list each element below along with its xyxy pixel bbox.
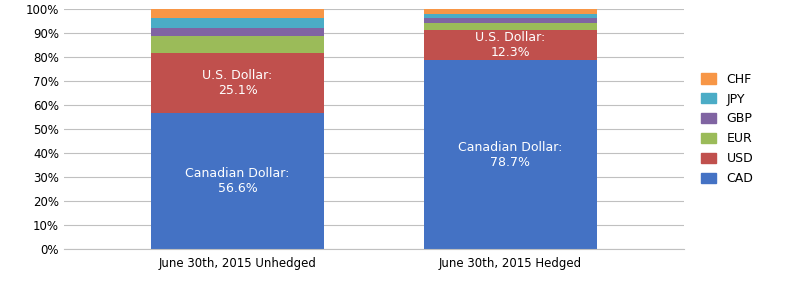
Bar	[151, 18, 325, 28]
Text: Canadian Dollar:
78.7%: Canadian Dollar: 78.7%	[458, 141, 562, 168]
Text: U.S. Dollar:
25.1%: U.S. Dollar: 25.1%	[202, 69, 273, 97]
Bar	[151, 9, 325, 18]
Bar	[151, 53, 325, 113]
Bar	[424, 60, 597, 249]
Bar	[151, 36, 325, 53]
Bar	[151, 113, 325, 249]
Bar	[424, 18, 597, 23]
Legend: CHF, JPY, GBP, EUR, USD, CAD: CHF, JPY, GBP, EUR, USD, CAD	[697, 68, 758, 190]
Bar	[424, 9, 597, 13]
Bar	[424, 23, 597, 30]
Text: Canadian Dollar:
56.6%: Canadian Dollar: 56.6%	[186, 167, 290, 195]
Bar	[151, 28, 325, 36]
Bar	[424, 13, 597, 18]
Text: U.S. Dollar:
12.3%: U.S. Dollar: 12.3%	[475, 31, 546, 59]
Bar	[424, 30, 597, 60]
